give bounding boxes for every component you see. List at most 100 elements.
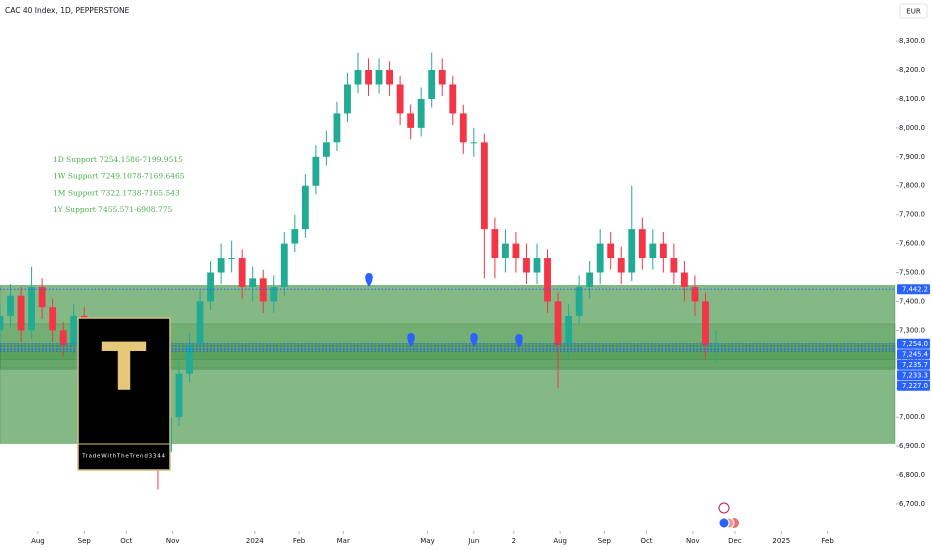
candle-body	[480, 142, 488, 230]
y-tick-label: 6,700.0	[899, 500, 925, 508]
candle-body	[417, 98, 425, 128]
price-label-box	[897, 338, 930, 349]
logo-letter: T	[101, 329, 146, 406]
candle-body	[428, 70, 436, 99]
marker-pin[interactable]	[365, 273, 373, 287]
candle-body	[7, 295, 14, 316]
y-tick-label: 8,000.0	[899, 124, 925, 132]
x-tick-label: Jun	[467, 537, 479, 545]
y-tick-label: 7,400.0	[899, 297, 925, 305]
candle-body	[449, 84, 457, 114]
price-label-box	[897, 349, 930, 360]
marker-pin[interactable]	[515, 334, 523, 348]
candle-body	[322, 142, 330, 157]
price-label-box	[897, 284, 930, 295]
candle-body	[554, 301, 562, 345]
candle-body	[533, 258, 541, 273]
candle-body	[649, 243, 657, 259]
x-tick-label: Aug	[31, 537, 45, 545]
candle-body	[544, 258, 551, 302]
price-label: 7,233.3	[902, 372, 928, 380]
candle-body	[344, 84, 351, 114]
x-tick-label: Mar	[337, 537, 350, 545]
x-tick-label: Oct	[120, 537, 132, 545]
y-tick-label: 7,000.0	[899, 413, 925, 421]
candle-body	[291, 229, 299, 244]
candle-body	[501, 243, 509, 259]
candle-body	[459, 113, 467, 143]
candle-body	[438, 70, 446, 85]
candle-body	[680, 272, 688, 287]
candle-body	[217, 258, 225, 273]
candle-body	[207, 272, 215, 302]
candle-body	[186, 344, 193, 374]
candle-body	[175, 373, 183, 418]
candle-body	[596, 243, 604, 273]
candle-body	[59, 330, 67, 345]
y-tick-label: 6,800.0	[899, 471, 925, 479]
x-tick-label: May	[420, 537, 434, 545]
candle-body	[659, 243, 667, 259]
y-tick-label: 7,300.0	[899, 326, 925, 334]
price-label-box	[897, 380, 930, 391]
marker-pin[interactable]	[470, 333, 478, 347]
candle-body	[0, 315, 4, 331]
zone-label: 1Y Support 7455.571-6908.775	[53, 205, 173, 214]
candle-body	[17, 295, 25, 331]
logo-caption: TradeWithTheTrend3344	[81, 454, 166, 460]
candle-body	[386, 70, 394, 85]
candle-body	[49, 307, 57, 331]
candle-body	[512, 243, 520, 259]
y-tick-label: 6,900.0	[899, 442, 925, 450]
candle-body	[249, 278, 257, 287]
markers	[365, 273, 523, 348]
x-tick-label: Oct	[640, 537, 652, 545]
support-zone	[0, 343, 896, 360]
candle-body	[396, 84, 404, 114]
y-tick-label: 8,200.0	[899, 66, 925, 74]
x-tick-label: 2025	[772, 537, 790, 545]
currency-label: EUR	[906, 8, 921, 16]
x-tick-label: Feb	[293, 537, 306, 545]
candle-body	[270, 286, 278, 302]
x-tick-label: Feb	[821, 537, 834, 545]
y-tick-label: 7,800.0	[899, 182, 925, 190]
candle-body	[28, 286, 36, 331]
candle-body	[38, 286, 46, 308]
x-tick-label: Nov	[166, 537, 180, 545]
currency-button[interactable]	[899, 3, 928, 19]
candle-body	[365, 70, 372, 85]
candle-body	[565, 315, 573, 345]
candle-body	[523, 258, 530, 273]
price-label-box	[897, 359, 930, 370]
y-tick-label: 7,900.0	[899, 153, 925, 161]
y-tick-label: 7,500.0	[899, 269, 925, 277]
candle-body	[670, 258, 678, 273]
candle-body	[375, 70, 383, 85]
y-tick-label: 8,300.0	[899, 37, 925, 45]
zone-label: 1W Support 7249.1078-7169.6465	[53, 172, 185, 181]
price-label: 7,254.0	[902, 340, 928, 348]
logo-box	[77, 317, 171, 471]
price-label: 7,227.0	[902, 382, 928, 390]
candle-body	[333, 113, 341, 143]
logo: T TradeWithTheTrend3344	[77, 317, 171, 471]
event-icon[interactable]	[718, 517, 730, 529]
y-tick-label: 7,600.0	[899, 240, 925, 248]
price-lines	[0, 288, 895, 353]
price-label-box	[897, 370, 930, 381]
x-tick-label: Dec	[728, 537, 742, 545]
candle-body	[491, 229, 499, 259]
candle-body	[628, 229, 636, 273]
event-icon[interactable]	[718, 502, 730, 514]
candle-body	[70, 315, 78, 345]
candle-body	[238, 258, 246, 287]
zone-label: 1D Support 7254.1586-7199.9515	[53, 155, 183, 164]
candle-body	[301, 185, 309, 230]
x-tick-label: Sep	[598, 537, 612, 545]
candle-body	[228, 258, 236, 260]
price-axis-bg	[896, 0, 932, 550]
marker-pin[interactable]	[407, 333, 415, 347]
candle-body	[617, 258, 625, 273]
